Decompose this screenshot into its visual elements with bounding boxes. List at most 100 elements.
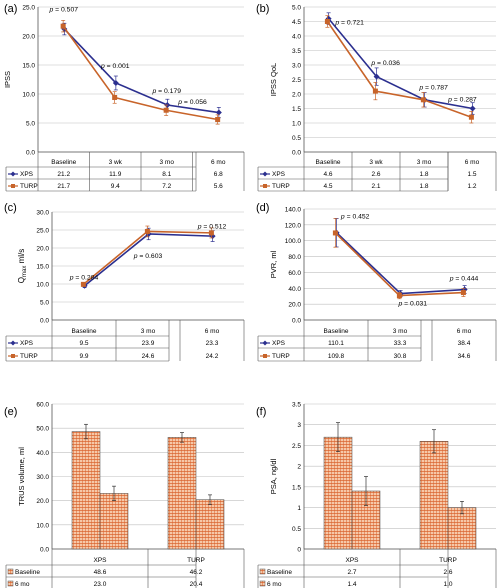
table-cell-value: 2.7 xyxy=(347,569,356,576)
legend-label: Baseline xyxy=(267,569,292,576)
p-value-annotation: p = 0.056 xyxy=(177,99,207,106)
y-tick-label: 3.0 xyxy=(292,63,301,70)
p-value-annotation: p = 0.603 xyxy=(133,253,163,260)
p-value-annotation: p = 0.284 xyxy=(69,275,99,282)
ipss-qol-chart: 0.0 0.5 1.0 1.5 2.0 2.5 3.0 3.5 4.0 4.5 5.0 IPSS Qo… xyxy=(257,5,497,192)
bar-baseline xyxy=(71,431,101,550)
table-cell-value: 1.0 xyxy=(443,581,452,588)
x-category-label: 6 mo xyxy=(465,159,480,166)
table-cell-value: 1.8 xyxy=(419,171,428,178)
series-line-turp xyxy=(62,25,218,121)
legend-key-swatch xyxy=(7,568,14,575)
y-tick-label: 0.0 xyxy=(292,150,301,157)
y-tick-label: 1.0 xyxy=(292,121,301,128)
data-point xyxy=(396,293,402,299)
data-point xyxy=(324,19,330,24)
data-point xyxy=(332,230,338,236)
table-cell-value: 23.9 xyxy=(142,340,155,347)
legend-label: Baseline xyxy=(15,569,40,576)
table-cell-value: 11.9 xyxy=(109,171,122,178)
x-category-label: 3 wk xyxy=(109,159,123,166)
panel-letter: (a) xyxy=(4,3,18,15)
p-value-annotation: p = 0.031 xyxy=(398,301,428,308)
y-tick-label: 20.0 xyxy=(36,246,49,253)
legend-key-marker xyxy=(10,340,16,346)
y-tick-label: 60.0 xyxy=(36,402,49,409)
y-tick-label: 0.5 xyxy=(292,526,301,533)
y-tick-label: 2.0 xyxy=(292,92,301,99)
table-cell-value: 2.6 xyxy=(371,171,380,178)
table-cell-value: 48.6 xyxy=(94,569,107,576)
p-value-annotation: p = 0.001 xyxy=(100,63,130,70)
legend-key-marker xyxy=(262,171,268,177)
data-point xyxy=(461,286,468,293)
x-category-label: 3 mo xyxy=(141,328,156,335)
y-tick-label: 0.0 xyxy=(26,150,35,157)
panel-letter: (b) xyxy=(256,3,270,15)
y-axis-label: PVR, ml xyxy=(269,250,278,278)
legend-label: TURP xyxy=(272,353,290,360)
y-tick-label: 10.0 xyxy=(36,282,49,289)
table-cell-value: 30.8 xyxy=(394,353,407,360)
y-tick-label: 60.0 xyxy=(288,270,301,277)
panel-ipss: (a) 0.0 5.0 10.0 15.0 20.0 25.0 IPSS Baseline 3 … xyxy=(0,0,252,196)
data-point xyxy=(373,73,380,80)
table-cell-value: 6.8 xyxy=(214,171,223,178)
y-tick-label: 15.0 xyxy=(36,264,49,271)
legend-key-marker xyxy=(11,354,15,358)
y-tick-label: 100.0 xyxy=(285,238,302,245)
y-tick-label: 3 xyxy=(297,422,301,429)
p-value-annotation: p = 0.787 xyxy=(418,85,448,92)
y-tick-label: 30.0 xyxy=(36,474,49,481)
pvr-chart: 0.0 20.0 40.0 60.0 80.0 100.0 120.0 140.0 PVR, m… xyxy=(257,207,497,362)
table-cell-value: 20.4 xyxy=(190,581,203,588)
trus-volume-chart: 0.0 10.0 20.0 30.0 40.0 50.0 60.0 TRUS volume, … xyxy=(5,402,245,588)
table-cell-value: 1.5 xyxy=(467,171,476,178)
data-point xyxy=(460,290,466,296)
legend-label: XPS xyxy=(20,171,34,178)
y-tick-label: 0.0 xyxy=(40,318,49,325)
table-cell-value: 1.8 xyxy=(419,183,428,190)
table-cell-value: 9.4 xyxy=(111,183,120,190)
x-category-label: Baseline xyxy=(72,328,97,335)
data-point xyxy=(469,105,476,112)
qmax-chart: 0.0 5.0 10.0 15.0 20.0 25.0 30.0 Qmax ml/s Basel… xyxy=(5,210,245,362)
table-cell-value: 4.5 xyxy=(323,183,332,190)
table-cell-value: 38.4 xyxy=(458,340,471,347)
legend-key-marker xyxy=(263,184,267,188)
legend-label: 6 mo xyxy=(267,581,282,588)
table-cell-value: 21.7 xyxy=(57,183,70,190)
y-axis-label: TRUS volume, ml xyxy=(17,447,26,506)
legend-label: TURP xyxy=(20,183,38,190)
y-tick-label: 2 xyxy=(297,464,301,471)
table-cell-value: 8.1 xyxy=(162,171,171,178)
y-tick-label: 25.0 xyxy=(36,228,49,235)
x-category-label: 3 mo xyxy=(160,159,175,166)
legend-key-marker xyxy=(10,171,16,177)
bar-baseline xyxy=(167,437,197,550)
psa-chart: 0 0.5 1 1.5 2 2.5 3 3.5 PSA, ng/dl XPS TURP Baselin… xyxy=(257,402,497,588)
x-category-label: 3 mo xyxy=(393,328,408,335)
p-value-annotation: p = 0.179 xyxy=(151,88,181,95)
x-category-label: Baseline xyxy=(316,159,341,166)
legend-key-marker xyxy=(262,340,268,346)
table-cell-value: 2.6 xyxy=(443,569,452,576)
data-point xyxy=(112,94,118,100)
series-line-xps xyxy=(327,18,473,110)
legend-label: XPS xyxy=(272,171,286,178)
table-cell-value: 23.3 xyxy=(206,340,219,347)
y-tick-label: 40.0 xyxy=(288,286,301,293)
table-cell-value: 1.4 xyxy=(347,581,356,588)
y-tick-label: 4.5 xyxy=(292,19,301,26)
data-point xyxy=(420,97,426,103)
p-value-annotation: p = 0.452 xyxy=(340,214,370,221)
y-tick-label: 2.5 xyxy=(292,443,301,450)
series-line-xps xyxy=(63,28,219,114)
y-axis-label: IPSS xyxy=(3,71,12,88)
data-point xyxy=(468,114,474,120)
table-cell-value: 33.3 xyxy=(394,340,407,347)
bar-baseline xyxy=(419,441,449,550)
data-point xyxy=(112,79,119,86)
table-cell-value: 4.6 xyxy=(323,171,332,178)
table-cell-value: 24.2 xyxy=(206,353,219,360)
